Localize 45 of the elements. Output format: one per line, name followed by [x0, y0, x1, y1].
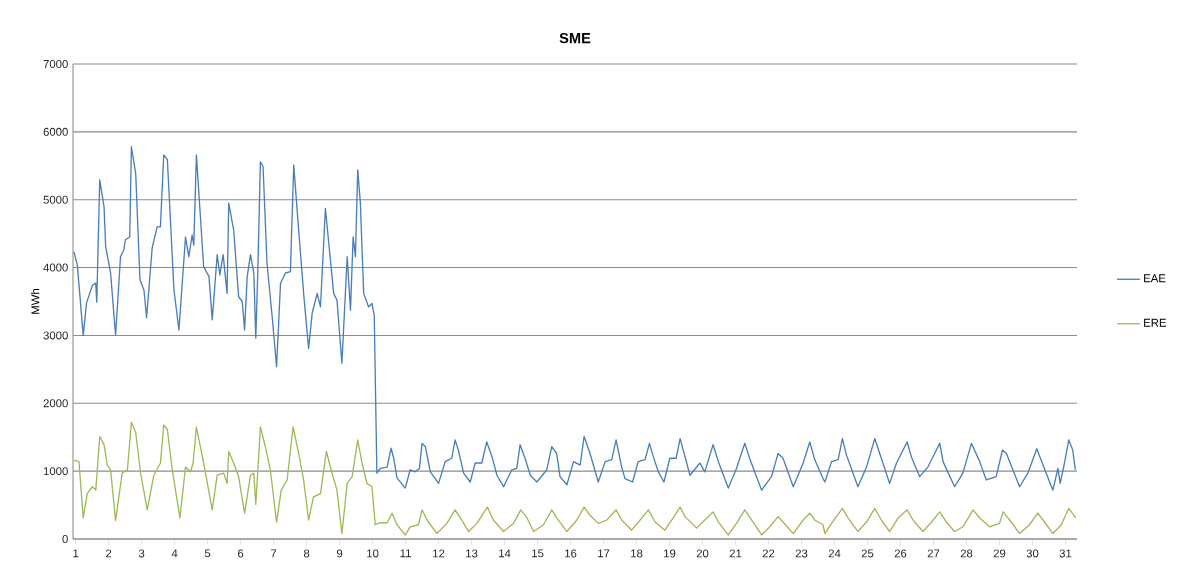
x-tick-label: 24: [828, 549, 841, 558]
x-tick-label: 16: [565, 549, 577, 558]
x-tick-label: 1: [73, 549, 79, 558]
x-tick-label: 25: [861, 549, 874, 558]
x-tick-label: 29: [993, 549, 1006, 558]
x-tick-label: 3: [138, 549, 145, 558]
x-tick-label: 11: [400, 549, 411, 558]
y-axis-title: MWh: [31, 289, 40, 314]
x-tick-label: 20: [696, 549, 709, 558]
y-tick-label: 3000: [43, 331, 68, 340]
y-tick-label: 6000: [43, 127, 68, 136]
x-tick-label: 18: [631, 549, 643, 558]
y-tick-label: 1000: [43, 467, 68, 476]
line-series: [73, 421, 1077, 536]
x-tick-label: 12: [433, 549, 445, 558]
line-series: [73, 146, 1077, 491]
x-tick-label: 21: [729, 549, 742, 558]
x-tick-label: 26: [894, 549, 907, 558]
legend-label: EAE: [1144, 274, 1166, 283]
x-tick-label: 30: [1026, 549, 1039, 558]
x-tick-label: 9: [336, 549, 343, 558]
y-tick-label: 5000: [43, 195, 68, 204]
x-tick-label: 10: [367, 549, 379, 558]
x-tick-label: 13: [466, 549, 478, 558]
x-tick-label: 4: [171, 549, 178, 558]
y-tick-label: 0: [62, 535, 68, 544]
x-tick-label: 17: [598, 549, 610, 558]
x-tick-label: 22: [762, 549, 775, 558]
x-tick-label: 28: [960, 549, 973, 558]
x-tick-label: 27: [927, 549, 940, 558]
legend-label: ERE: [1144, 318, 1166, 327]
x-tick-label: 31: [1059, 549, 1072, 558]
x-tick-label: 23: [795, 549, 808, 558]
x-tick-label: 14: [499, 549, 511, 558]
x-tick-label: 2: [106, 549, 112, 558]
x-tick-label: 19: [664, 549, 676, 558]
chart-title: SME: [559, 32, 591, 44]
x-tick-label: 6: [238, 549, 244, 558]
y-tick-label: 7000: [43, 59, 68, 68]
x-tick-label: 7: [271, 549, 277, 558]
y-tick-label: 2000: [43, 399, 68, 408]
x-tick-label: 15: [532, 549, 544, 558]
y-tick-label: 4000: [43, 263, 68, 272]
x-tick-label: 8: [303, 549, 310, 558]
x-tick-label: 5: [204, 549, 211, 558]
